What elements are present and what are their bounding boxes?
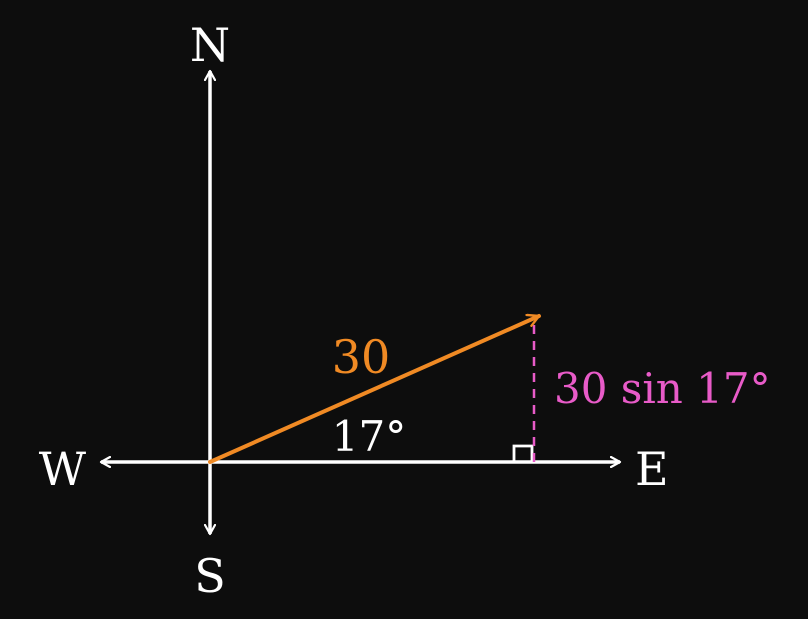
east-label: E (635, 442, 669, 496)
north-label: N (190, 18, 230, 72)
south-label: S (194, 549, 226, 603)
right-angle-marker (512, 444, 534, 462)
component-label: 30 sin 17° (554, 364, 771, 413)
west-label: W (39, 442, 87, 496)
magnitude-label: 30 (332, 330, 391, 384)
vector-arrow (208, 316, 541, 464)
angle-label: 17° (332, 412, 406, 461)
